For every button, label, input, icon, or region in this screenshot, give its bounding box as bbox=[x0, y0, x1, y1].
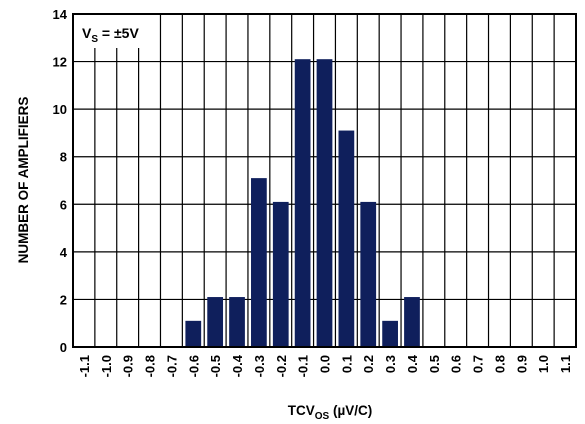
annotation-subscript: S bbox=[91, 34, 98, 45]
bar--0.5 bbox=[207, 297, 224, 347]
x-tick-label: 1.1 bbox=[558, 355, 573, 373]
x-tick-label: 0.0 bbox=[318, 355, 333, 373]
bar-0.3 bbox=[382, 320, 398, 347]
plot-frame bbox=[72, 13, 577, 348]
x-tick-label: 0.6 bbox=[449, 355, 464, 373]
y-tick-label: 14 bbox=[53, 7, 68, 22]
y-tick-label: 10 bbox=[53, 102, 67, 117]
y-tick-label: 12 bbox=[53, 55, 67, 70]
x-tick-label: 0.7 bbox=[471, 355, 486, 373]
x-tick-label: 0.8 bbox=[492, 355, 507, 373]
x-tick-label: -0.9 bbox=[121, 355, 136, 377]
x-tick-label: 0.5 bbox=[427, 355, 442, 373]
x-tick-label: -1.0 bbox=[99, 355, 114, 377]
x-axis-label-unit: (µV/C) bbox=[329, 403, 372, 418]
x-tick-label: -1.1 bbox=[77, 355, 92, 377]
x-axis-label-main: TCV bbox=[288, 403, 315, 418]
y-tick-label: 4 bbox=[60, 245, 68, 260]
y-axis-label: NUMBER OF AMPLIFIERS bbox=[16, 97, 31, 264]
y-tick-label: 6 bbox=[60, 197, 67, 212]
x-tick-label: -0.2 bbox=[274, 355, 289, 377]
bar-0.0 bbox=[316, 59, 333, 347]
bar--0.4 bbox=[229, 297, 245, 347]
bar--0.3 bbox=[251, 178, 267, 347]
annotation-rest: = ±5V bbox=[98, 25, 139, 41]
x-tick-label: -0.6 bbox=[186, 355, 201, 377]
x-tick-labels: -1.1 -1.0 -0.9 -0.8 -0.7 -0.6 -0.5 -0.4 -0.3 -0.2… bbox=[77, 354, 573, 377]
y-tick-labels: 0 2 4 6 8 10 12 14 bbox=[53, 7, 68, 355]
x-tick-label: -0.4 bbox=[230, 354, 245, 377]
x-tick-label: 0.3 bbox=[383, 355, 398, 373]
x-tick-label: 0.2 bbox=[361, 355, 376, 373]
y-tick-label: 2 bbox=[60, 292, 67, 307]
x-tick-label: 1.0 bbox=[536, 355, 551, 373]
bar-0.2 bbox=[360, 201, 377, 347]
x-tick-label: 0.1 bbox=[339, 355, 354, 373]
x-tick-label: -0.8 bbox=[143, 355, 158, 377]
x-tick-label: 0.4 bbox=[405, 354, 420, 373]
annotation-box bbox=[74, 15, 152, 48]
bar-0.4 bbox=[404, 297, 420, 347]
bar--0.6 bbox=[185, 320, 202, 347]
bar--0.1 bbox=[294, 59, 311, 347]
bar--0.2 bbox=[272, 201, 289, 347]
annotation-main: V bbox=[82, 25, 92, 41]
x-tick-label: -0.7 bbox=[164, 355, 179, 377]
y-tick-label: 8 bbox=[60, 150, 67, 165]
y-tick-label: 0 bbox=[60, 340, 67, 355]
x-tick-label: -0.1 bbox=[296, 355, 311, 377]
x-axis-label: TCVOS (µV/C) bbox=[288, 403, 372, 422]
x-axis-label-subscript: OS bbox=[315, 411, 330, 422]
bar-0.1 bbox=[338, 130, 355, 347]
x-tick-label: 0.9 bbox=[514, 355, 529, 373]
annotation-label: VS = ±5V bbox=[82, 25, 139, 45]
x-tick-label: -0.5 bbox=[208, 355, 223, 377]
bars-group bbox=[185, 59, 420, 347]
x-tick-label: -0.3 bbox=[252, 355, 267, 377]
